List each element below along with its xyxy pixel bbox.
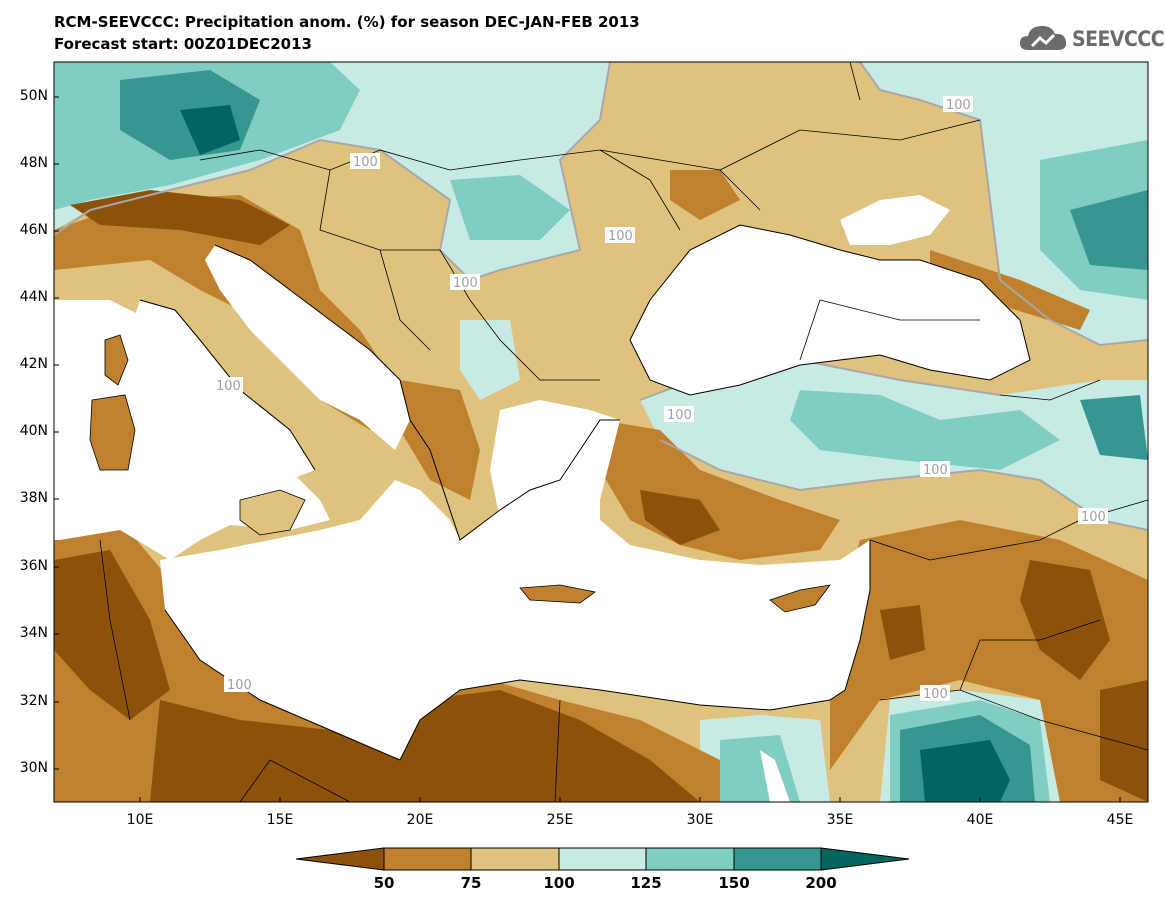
colorbar-segment <box>470 847 560 871</box>
colorbar <box>295 847 910 871</box>
colorbar-label: 100 <box>543 874 575 892</box>
colorbar-label: 200 <box>805 874 837 892</box>
colorbar-segment <box>733 847 822 871</box>
contour-labels: 100 100 100 100 100 100 100 100 100 100 <box>213 96 1108 702</box>
black-sea <box>630 225 1030 395</box>
colorbar-label: 50 <box>373 874 395 892</box>
colorbar-label: 125 <box>630 874 662 892</box>
anomaly-below-50-region <box>640 490 720 545</box>
seevccc-logo: SEEVCCC <box>1018 20 1165 56</box>
anomaly-150-200-region <box>1070 190 1148 270</box>
contour-label: 100 <box>353 155 378 170</box>
lat-label: 50N <box>19 88 48 104</box>
map-field <box>54 62 1148 802</box>
cyprus-island <box>769 584 831 613</box>
anomaly-50-75-region <box>930 250 1090 330</box>
colorbar-segment <box>820 847 910 871</box>
colorbar-segment <box>645 847 735 871</box>
anomaly-below-50-region <box>54 550 170 720</box>
map-title: RCM-SEEVCCC: Precipitation anom. (%) for… <box>54 13 640 31</box>
anomaly-below-50-region <box>150 690 700 802</box>
red-sea <box>760 750 790 802</box>
contour-label: 100 <box>227 678 252 693</box>
anomaly-below-50-region <box>1100 680 1148 802</box>
contour-label: 100 <box>608 229 633 244</box>
colorbar-segment <box>383 847 472 871</box>
lon-label: 15E <box>266 812 294 828</box>
lon-label: 10E <box>126 812 154 828</box>
anomaly-100-125-region <box>460 320 520 400</box>
lat-label: 32N <box>19 693 48 709</box>
lat-label: 42N <box>19 356 48 372</box>
crete-island <box>519 584 596 604</box>
contour-label: 100 <box>1081 510 1106 525</box>
cloud-logo-icon <box>1020 26 1067 50</box>
lon-label: 45E <box>1106 812 1134 828</box>
anomaly-200-plus-region <box>180 105 240 155</box>
aegean-sea <box>490 400 620 560</box>
lat-label: 48N <box>19 155 48 171</box>
contour-100-line <box>54 62 611 282</box>
mediterranean-sea <box>160 480 870 760</box>
sea-of-azov <box>840 195 950 245</box>
lon-label: 25E <box>546 812 574 828</box>
anomaly-125-150-region <box>790 390 1060 470</box>
contour-100-line <box>859 62 1148 347</box>
lat-label: 40N <box>19 423 48 439</box>
colorbar-segment <box>558 847 647 871</box>
lon-label: 20E <box>406 812 434 828</box>
anomaly-below-50-region <box>880 605 925 660</box>
colorbar-segment <box>295 847 385 871</box>
adriatic-sea <box>205 245 410 450</box>
lon-label: 35E <box>826 812 854 828</box>
anomaly-150-200-region <box>1080 395 1148 460</box>
colorbar-label: 75 <box>460 874 482 892</box>
contour-label: 100 <box>216 379 241 394</box>
anomaly-50-75-region <box>400 380 480 500</box>
anomaly-50-75-region <box>670 170 740 220</box>
axis-ticks <box>54 96 1121 802</box>
contour-label: 100 <box>453 276 478 291</box>
anomaly-200-plus-region <box>920 740 1010 802</box>
lat-label: 36N <box>19 558 48 574</box>
contour-label: 100 <box>946 98 971 113</box>
corsica-island <box>104 334 129 386</box>
anomaly-below-50-region <box>1020 560 1110 680</box>
anomaly-125-150-region <box>450 175 570 240</box>
sicily-island <box>239 489 306 536</box>
lat-label: 38N <box>19 490 48 506</box>
lat-label: 34N <box>19 625 48 641</box>
contour-label: 100 <box>923 687 948 702</box>
colorbar-label: 150 <box>718 874 750 892</box>
lat-label: 30N <box>19 760 48 776</box>
contour-label: 100 <box>923 463 948 478</box>
coastline <box>139 224 1031 761</box>
lon-label: 30E <box>686 812 714 828</box>
country-borders <box>99 62 1148 802</box>
sardinia-island <box>89 394 136 471</box>
contour-label: 100 <box>667 408 692 423</box>
logo-text: SEEVCCC <box>1072 27 1165 51</box>
forecast-start-label: Forecast start: 00Z01DEC2013 <box>54 35 312 53</box>
lat-label: 44N <box>19 289 48 305</box>
anomaly-below-50-region <box>70 190 290 245</box>
lat-label: 46N <box>19 222 48 238</box>
lon-label: 40E <box>966 812 994 828</box>
